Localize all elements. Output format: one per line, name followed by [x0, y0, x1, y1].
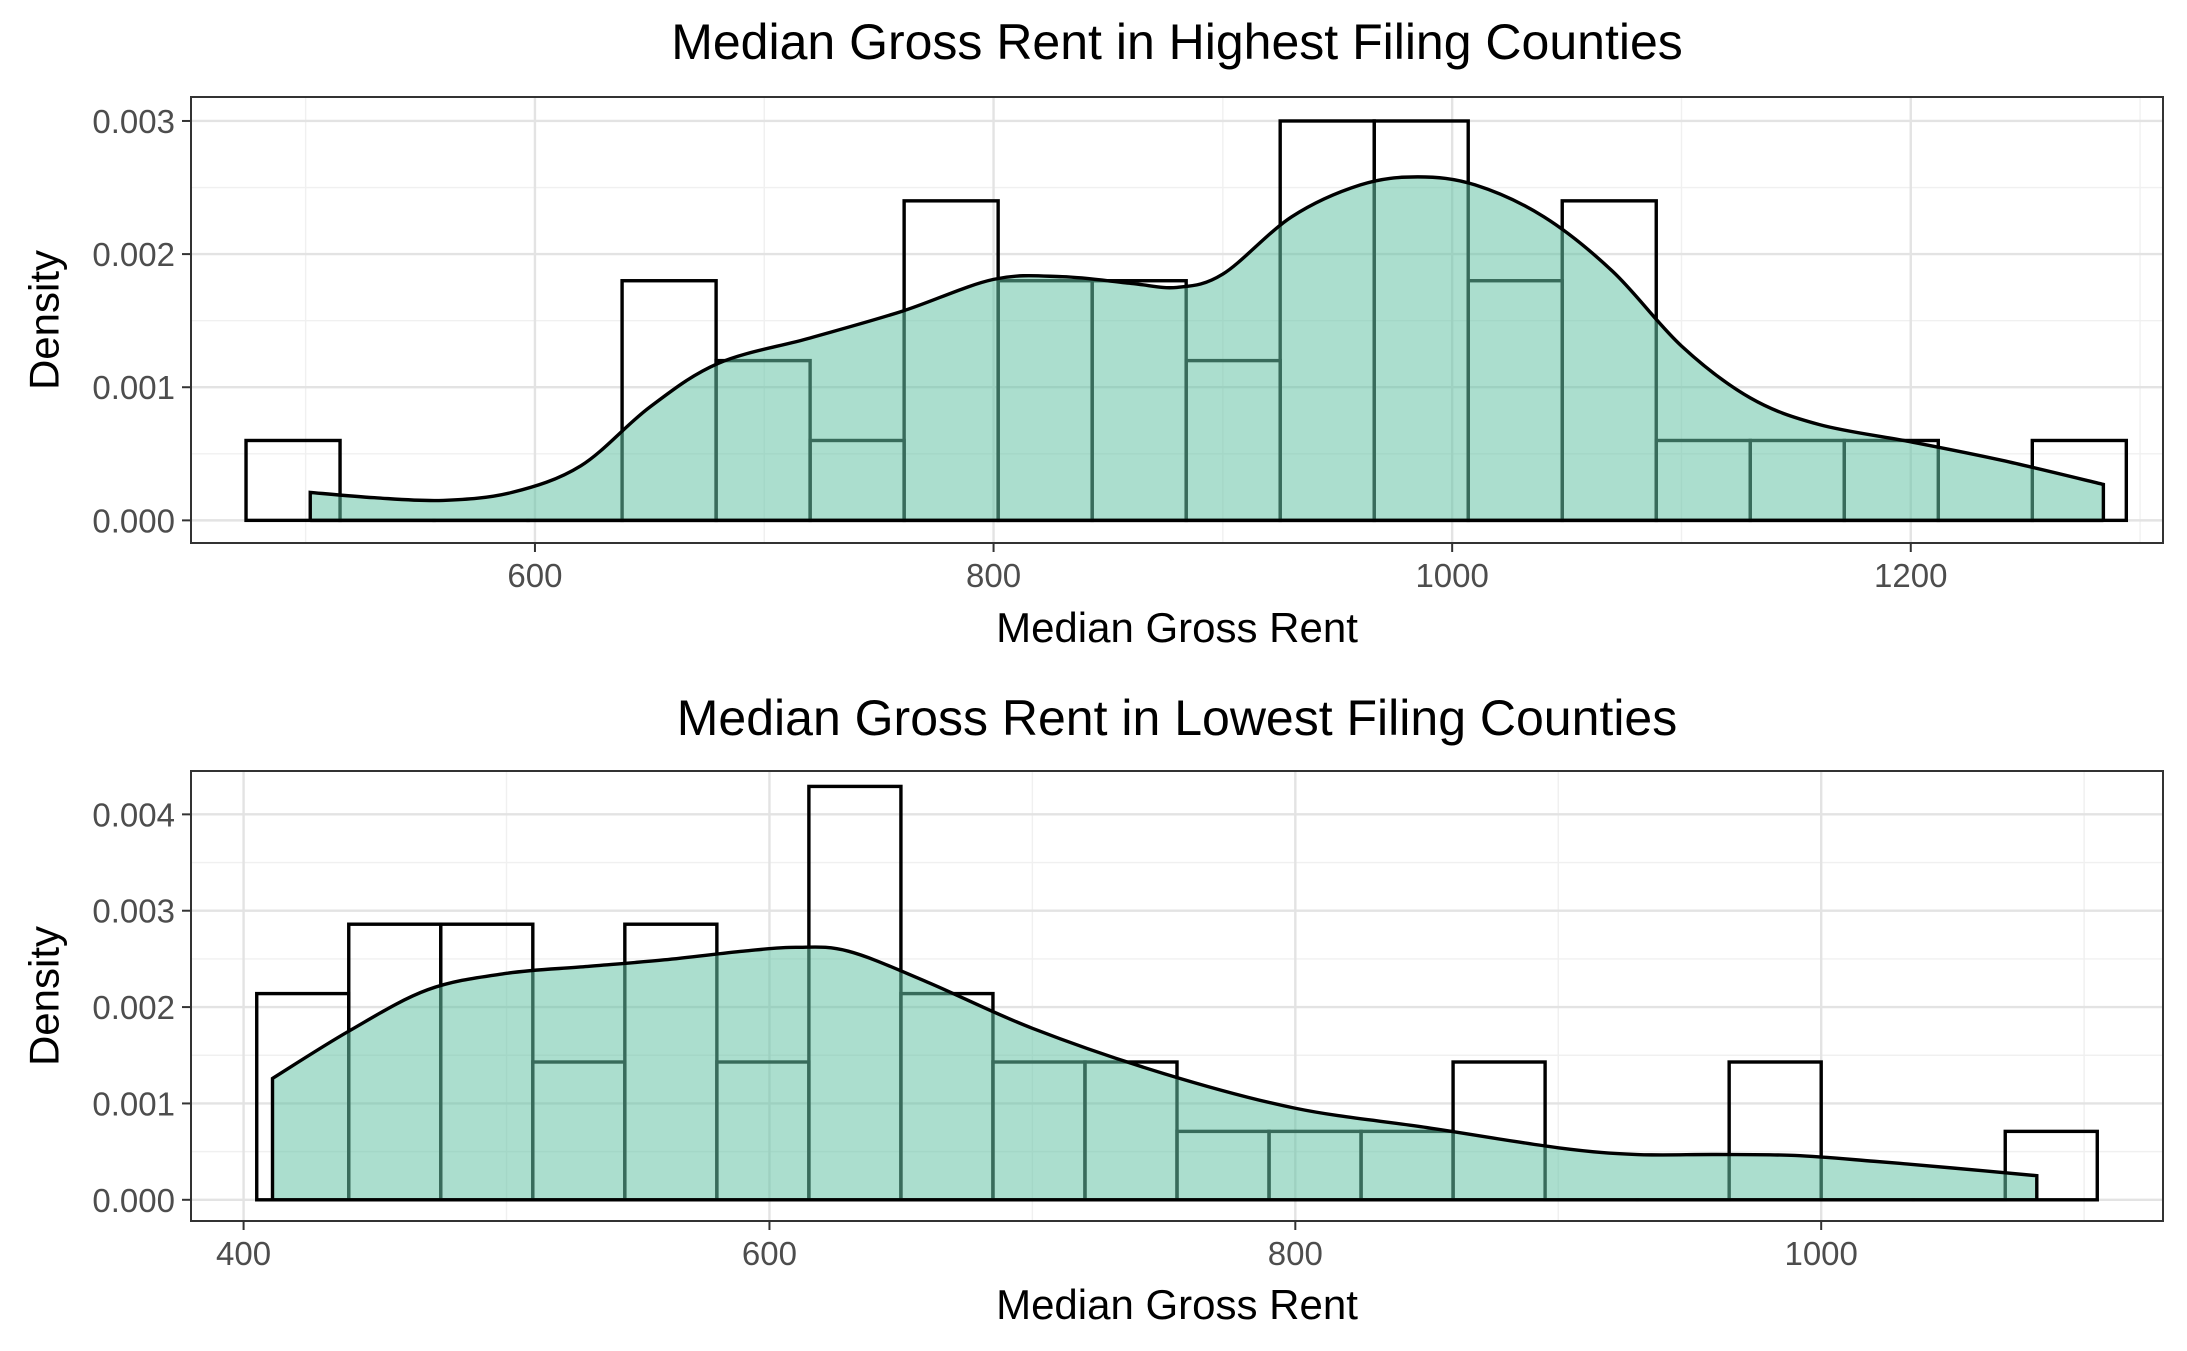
y-tick-label: 0.001	[92, 369, 175, 406]
y-tick-label: 0.004	[92, 796, 175, 833]
histogram-bar	[244, 438, 342, 523]
y-tick-label: 0.000	[92, 1182, 175, 1219]
y-tick-label: 0.003	[92, 893, 175, 930]
y-tick-label: 0.003	[92, 103, 175, 140]
density-curve	[308, 175, 2106, 521]
y-axis-label: Density	[21, 926, 68, 1066]
x-tick-label: 600	[507, 557, 562, 594]
x-tick-label: 1000	[1784, 1235, 1857, 1272]
x-tick-label: 800	[966, 557, 1021, 594]
panel-border	[190, 96, 2164, 544]
x-axis-label: Median Gross Rent	[996, 1281, 1358, 1328]
x-tick-label: 1200	[1874, 557, 1947, 594]
y-tick-label: 0.002	[92, 236, 175, 273]
x-tick-label: 1000	[1415, 557, 1488, 594]
y-tick-label: 0.000	[92, 502, 175, 539]
density-area	[272, 947, 2037, 1200]
chart-title: Median Gross Rent in Highest Filing Coun…	[671, 14, 1683, 70]
chart-top-highest-filing: 600 800 1000 1200 0.000 0.001 0.002 0.003 Media…	[21, 14, 2164, 651]
y-axis-label: Density	[21, 250, 68, 390]
density-curve	[270, 945, 2039, 1200]
density-area	[310, 176, 2104, 521]
x-tick-label: 400	[216, 1235, 271, 1272]
y-tick-label: 0.002	[92, 989, 175, 1026]
y-tick-label: 0.001	[92, 1085, 175, 1122]
panel-border	[190, 770, 2164, 1222]
histogram-bar	[2003, 1129, 2099, 1202]
chart-bottom-lowest-filing: 400 600 800 1000 0.000 0.001 0.002 0.003 0.004 M…	[21, 690, 2164, 1328]
x-tick-label: 600	[742, 1235, 797, 1272]
x-axis-label: Median Gross Rent	[996, 604, 1358, 651]
x-tick-label: 800	[1268, 1235, 1323, 1272]
chart-title: Median Gross Rent in Lowest Filing Count…	[677, 690, 1677, 746]
